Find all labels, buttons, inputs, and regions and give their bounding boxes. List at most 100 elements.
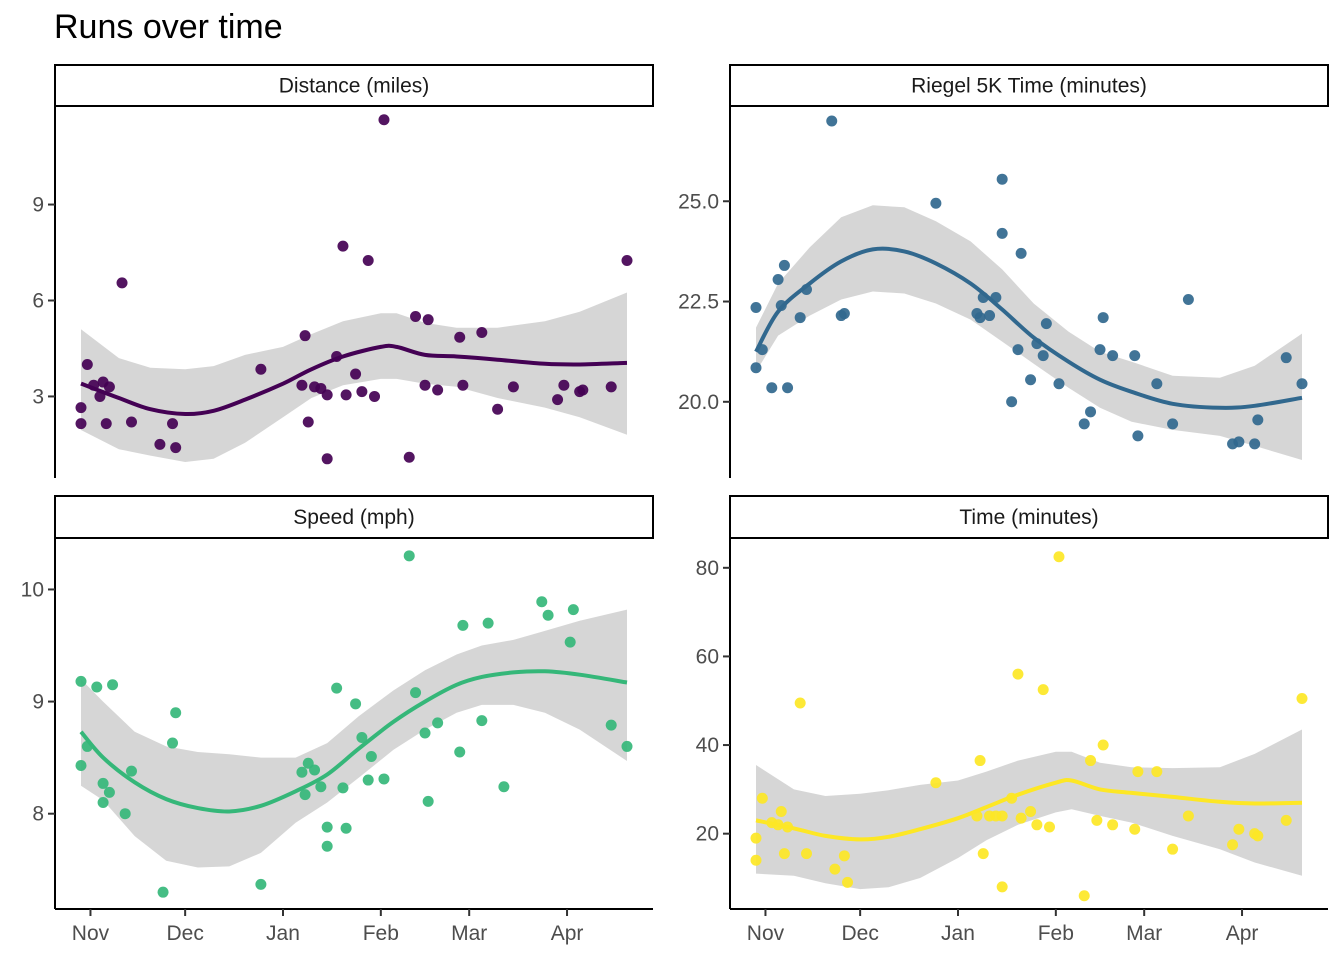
data-point — [1085, 406, 1097, 418]
x-tick-label: Apr — [1226, 922, 1259, 945]
data-point — [1151, 766, 1163, 778]
data-point — [838, 308, 850, 320]
data-point — [577, 384, 589, 396]
data-point — [1025, 374, 1037, 386]
data-point — [170, 707, 182, 719]
data-point — [1053, 378, 1065, 390]
data-point — [930, 197, 942, 209]
data-point — [1129, 823, 1141, 835]
data-point — [492, 403, 504, 415]
data-point — [974, 755, 986, 767]
data-point — [1097, 739, 1109, 751]
y-tick-label: 40 — [696, 734, 719, 757]
data-point — [170, 442, 182, 454]
data-point — [167, 737, 179, 749]
y-tick-label: 10 — [21, 578, 44, 601]
data-point — [984, 310, 996, 322]
data-point — [356, 386, 368, 398]
data-point — [410, 310, 422, 322]
data-point — [337, 240, 349, 252]
x-tick-label: Feb — [363, 922, 399, 945]
data-point — [782, 382, 794, 394]
y-tick-label: 80 — [696, 557, 719, 580]
data-point — [255, 878, 267, 890]
data-point — [482, 617, 494, 629]
y-tick-label: 25.0 — [678, 190, 719, 213]
data-point — [81, 358, 93, 370]
y-tick-label: 8 — [32, 803, 44, 826]
data-point — [1006, 396, 1018, 408]
facet-strip-label: Speed (mph) — [293, 506, 414, 529]
data-point — [75, 418, 87, 430]
x-tick-label: Dec — [841, 922, 878, 945]
data-point — [1107, 350, 1119, 362]
data-point — [454, 746, 466, 758]
data-point — [337, 782, 349, 794]
data-point — [1037, 684, 1049, 696]
data-point — [1015, 812, 1027, 824]
data-point — [91, 681, 103, 693]
data-point — [1132, 430, 1144, 442]
data-point — [362, 255, 374, 267]
data-point — [498, 781, 510, 793]
data-point — [296, 379, 308, 391]
data-point — [996, 227, 1008, 239]
data-point — [107, 679, 119, 691]
data-point — [1078, 890, 1090, 902]
panel-1: Distance (miles) 3 6 9 — [32, 64, 654, 478]
data-point — [1296, 693, 1308, 705]
data-point — [996, 173, 1008, 185]
data-point — [1167, 843, 1179, 855]
figure-title: Runs over time — [54, 8, 283, 46]
y-tick-label: 3 — [32, 385, 44, 408]
data-point — [1107, 819, 1119, 831]
data-point — [403, 451, 415, 463]
data-point — [1233, 436, 1245, 448]
data-point — [457, 619, 469, 631]
data-point — [476, 326, 488, 338]
data-point — [1182, 810, 1194, 822]
data-point — [772, 273, 784, 285]
data-point — [103, 786, 115, 798]
data-point — [552, 394, 564, 406]
data-point — [930, 777, 942, 789]
data-point — [321, 389, 333, 401]
data-point — [1129, 350, 1141, 362]
data-point — [75, 402, 87, 414]
data-point — [826, 115, 838, 127]
data-point — [299, 330, 311, 342]
data-point — [1151, 378, 1163, 390]
confidence-band — [81, 609, 627, 868]
data-point — [558, 379, 570, 391]
data-point — [1252, 414, 1264, 426]
facet-strip-label: Riegel 5K Time (minutes) — [911, 75, 1147, 98]
data-point — [315, 781, 327, 793]
data-point — [419, 379, 431, 391]
data-point — [125, 416, 137, 428]
facet-strip-label: Time (minutes) — [959, 506, 1098, 529]
y-tick-label: 6 — [32, 289, 44, 312]
data-point — [97, 796, 109, 808]
data-point — [605, 719, 617, 731]
data-point — [1044, 821, 1056, 833]
data-point — [1167, 418, 1179, 430]
data-point — [378, 773, 390, 785]
data-point — [476, 715, 488, 727]
data-point — [750, 302, 762, 314]
data-point — [302, 416, 314, 428]
data-point — [750, 832, 762, 844]
data-point — [350, 368, 362, 380]
data-point — [422, 795, 434, 807]
y-tick-label: 9 — [32, 691, 44, 714]
data-point — [255, 363, 267, 375]
x-tick-label: Nov — [72, 922, 110, 945]
data-point — [321, 453, 333, 465]
data-point — [410, 687, 422, 699]
data-point — [321, 840, 333, 852]
data-point — [321, 821, 333, 833]
data-point — [378, 114, 390, 126]
data-point — [775, 806, 787, 818]
data-point — [167, 418, 179, 430]
data-point — [299, 789, 311, 801]
data-point — [365, 751, 377, 763]
